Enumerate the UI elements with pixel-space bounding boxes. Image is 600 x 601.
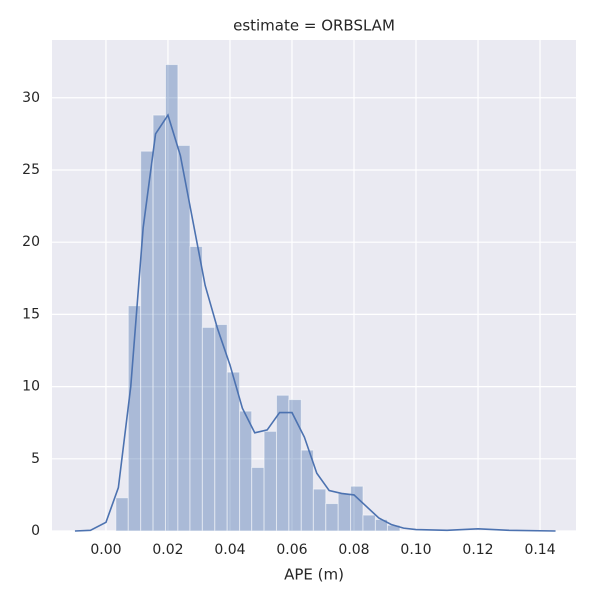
histogram-bar — [140, 150, 154, 532]
x-tick-label: 0.10 — [400, 542, 431, 558]
histogram-bar — [251, 466, 265, 532]
histogram-bar — [164, 64, 179, 532]
x-tick-label: 0.00 — [90, 542, 121, 558]
x-axis-label: APE (m) — [284, 566, 344, 584]
histogram-bar — [177, 144, 191, 532]
histogram-bar — [300, 449, 314, 532]
histogram-bar — [263, 430, 277, 532]
kde-line — [74, 113, 556, 532]
histogram-bar — [201, 326, 216, 532]
histogram-bar — [189, 246, 203, 532]
y-tick-label: 30 — [22, 90, 40, 106]
y-tick-label: 0 — [31, 523, 40, 539]
y-tick-label: 15 — [22, 306, 40, 322]
x-tick-label: 0.02 — [152, 542, 183, 558]
histogram-bar — [214, 323, 228, 532]
y-tick-label: 10 — [22, 379, 40, 395]
x-tick-label: 0.06 — [276, 542, 307, 558]
chart-title: estimate = ORBSLAM — [233, 17, 395, 35]
y-tick-label: 5 — [31, 451, 40, 467]
histogram-bar — [337, 492, 352, 532]
histogram-bar — [325, 503, 339, 532]
histogram-bar — [312, 488, 327, 532]
histogram-bar — [152, 114, 166, 532]
histogram-bar — [239, 410, 253, 532]
x-tick-label: 0.04 — [214, 542, 245, 558]
y-tick-label: 25 — [22, 162, 40, 178]
y-tick-label: 20 — [22, 234, 40, 250]
histogram-bar — [226, 371, 241, 532]
histogram-bar — [350, 485, 364, 532]
x-tick-label: 0.12 — [462, 542, 493, 558]
x-tick-label: 0.14 — [524, 542, 555, 558]
histogram-bar — [362, 514, 376, 532]
histogram-bar — [115, 497, 129, 532]
x-tick-label: 0.08 — [338, 542, 369, 558]
